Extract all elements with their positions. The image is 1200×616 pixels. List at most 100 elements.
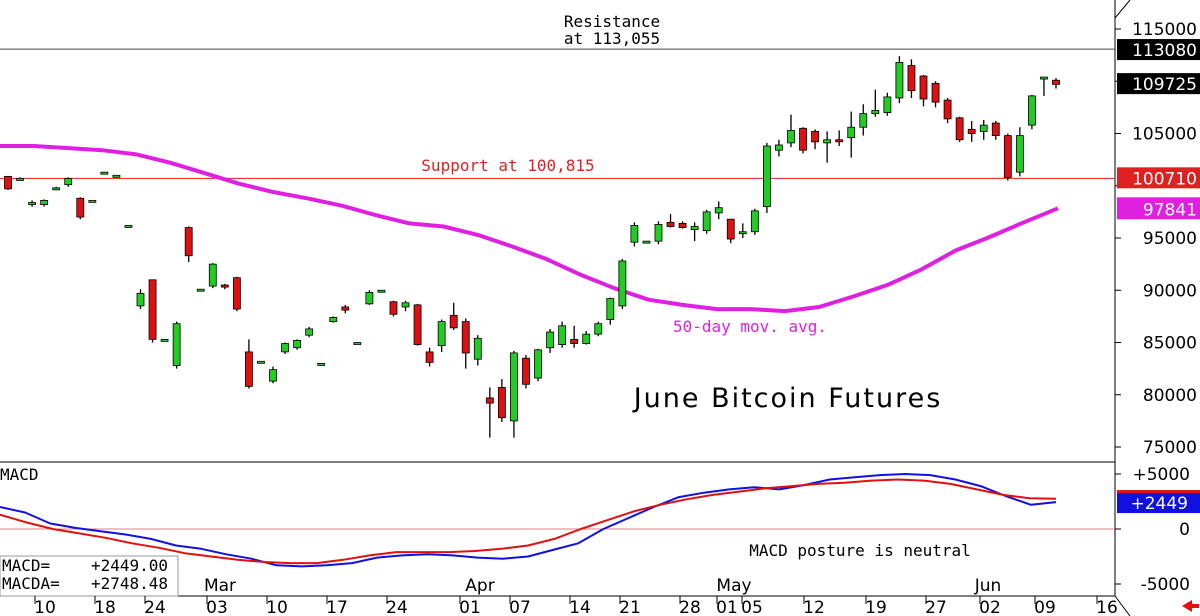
macd-badge: +2449 xyxy=(1117,490,1200,514)
candle xyxy=(100,171,109,175)
resistance-value-label: at 113,055 xyxy=(564,29,660,48)
candle xyxy=(702,209,711,234)
candle xyxy=(257,360,265,364)
candle xyxy=(28,200,36,207)
candle xyxy=(582,331,591,345)
x-day-label: 01 xyxy=(459,598,481,616)
candle xyxy=(642,240,651,244)
candle xyxy=(76,197,85,220)
candle xyxy=(835,130,844,147)
candle xyxy=(606,297,615,325)
candle xyxy=(1052,78,1060,89)
candle xyxy=(4,175,12,190)
candle xyxy=(1015,127,1024,177)
candle xyxy=(88,199,97,203)
svg-text:109725: 109725 xyxy=(1132,75,1197,95)
candle xyxy=(630,222,639,247)
last-price-badge: 109725 xyxy=(1117,73,1200,95)
candle xyxy=(341,304,350,314)
candle xyxy=(329,316,338,323)
x-day-label: 19 xyxy=(865,598,887,616)
macd-series-macda xyxy=(0,478,1057,565)
x-day-label: 27 xyxy=(925,598,947,616)
corner-line xyxy=(1114,0,1131,19)
candle xyxy=(184,226,193,263)
candle xyxy=(654,221,663,245)
candle xyxy=(907,59,916,98)
candle xyxy=(762,142,771,213)
candle xyxy=(269,366,277,384)
candle xyxy=(931,81,940,108)
x-day-label: 07 xyxy=(509,598,531,616)
price-tick-label: 80000 xyxy=(1143,386,1197,406)
corner-line xyxy=(1114,595,1131,616)
x-day-label: 14 xyxy=(569,598,591,616)
candle xyxy=(281,342,289,354)
svg-text:100710: 100710 xyxy=(1132,169,1197,189)
candle xyxy=(847,111,856,158)
x-day-label: 03 xyxy=(206,598,228,616)
price-tick-label: 85000 xyxy=(1143,334,1197,354)
candle xyxy=(678,221,687,229)
x-day-label: 16 xyxy=(1096,598,1118,616)
resistance-label: Resistance xyxy=(564,12,660,31)
candle xyxy=(666,213,675,228)
candle xyxy=(618,258,627,310)
x-month-label: May xyxy=(716,576,751,596)
candle xyxy=(534,348,542,382)
candle xyxy=(124,225,133,228)
ma-line xyxy=(0,144,1059,314)
candle xyxy=(377,289,386,293)
ma-badge: 97841 xyxy=(1117,197,1200,220)
x-month-label: Jun xyxy=(974,576,1002,596)
candle xyxy=(799,127,807,154)
scroll-left-arrow-tail[interactable] xyxy=(1191,604,1199,608)
candle xyxy=(1028,94,1036,130)
candle xyxy=(943,97,952,124)
candle xyxy=(871,89,880,117)
candle xyxy=(473,335,482,366)
x-day-label: 21 xyxy=(619,598,641,616)
candle xyxy=(1003,133,1012,181)
candle xyxy=(148,279,157,343)
candle xyxy=(16,177,24,181)
candle xyxy=(413,303,422,346)
macd-note: MACD posture is neutral xyxy=(749,541,971,560)
candle xyxy=(40,199,49,207)
candle xyxy=(967,120,976,142)
x-day-label: 09 xyxy=(1034,598,1056,616)
candle xyxy=(208,263,217,289)
scroll-left-arrow-icon[interactable] xyxy=(1182,600,1192,612)
chart-title: June Bitcoin Futures xyxy=(632,383,943,414)
candle xyxy=(955,116,964,142)
candle xyxy=(485,387,494,438)
x-month-label: Apr xyxy=(465,576,494,596)
readout-value: +2748.48 xyxy=(91,574,168,593)
macd-readout: MACD= +2449.00 MACDA= +2748.48 xyxy=(0,555,179,597)
candle xyxy=(365,290,374,305)
candle xyxy=(979,119,988,140)
x-month-label: Mar xyxy=(204,576,236,596)
candle xyxy=(895,56,904,104)
candle xyxy=(738,223,747,238)
macd-tick-label: -5000 xyxy=(1141,575,1190,595)
candle xyxy=(449,302,458,330)
candle xyxy=(220,283,229,290)
candle xyxy=(112,174,121,178)
candle xyxy=(510,350,518,438)
candle xyxy=(546,328,554,353)
readout-label: MACD= xyxy=(2,556,50,575)
candle xyxy=(558,321,567,348)
candle xyxy=(726,218,735,244)
candle xyxy=(172,321,181,369)
candle xyxy=(232,276,241,312)
candle xyxy=(1040,76,1048,96)
readout-label: MACDA= xyxy=(2,574,60,593)
x-day-label: 01 xyxy=(716,598,738,616)
candle xyxy=(787,114,795,148)
readout-value: +2449.00 xyxy=(91,556,168,575)
x-day-label: 24 xyxy=(144,598,166,616)
candle xyxy=(305,326,314,338)
candle xyxy=(714,201,723,220)
